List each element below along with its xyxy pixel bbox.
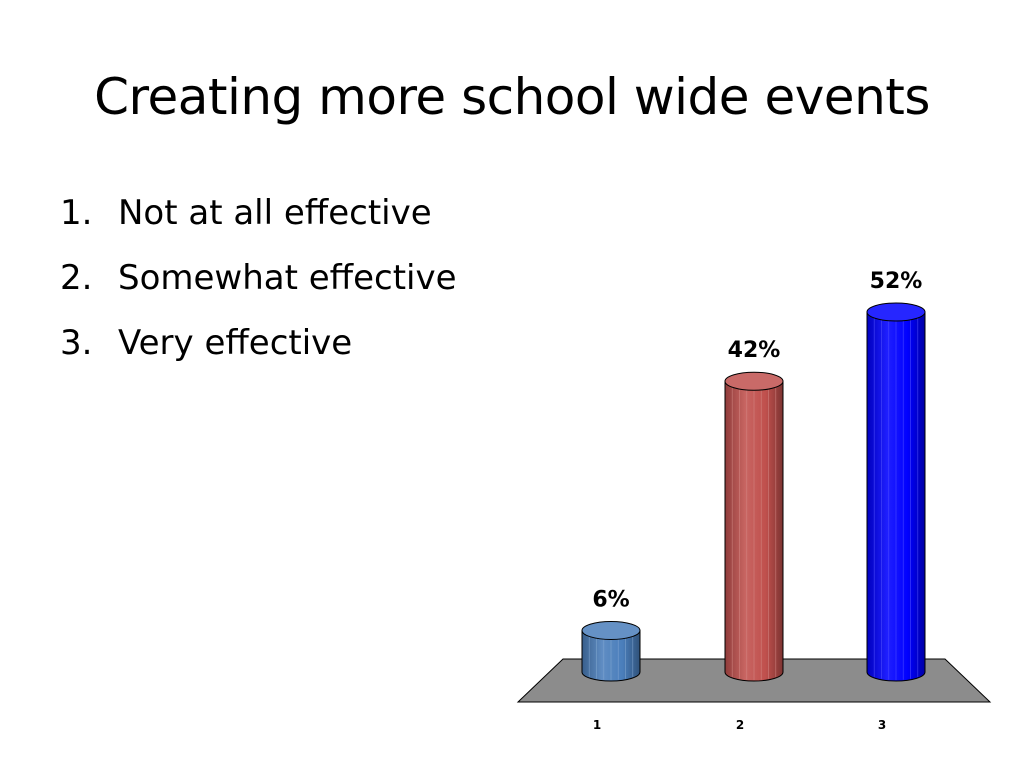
option-number: 3.: [60, 323, 93, 363]
x-tick-label-3: 3: [878, 718, 886, 732]
answer-option: 3. Very effective: [60, 320, 457, 385]
data-label-2: 42%: [728, 338, 781, 363]
x-tick-label-1: 1: [593, 718, 601, 732]
option-number: 2.: [60, 258, 93, 298]
option-label: Somewhat effective: [118, 258, 457, 298]
bar-3: [866, 302, 926, 682]
data-label-3: 52%: [870, 269, 923, 294]
bar-2: [724, 371, 784, 682]
answer-option: 1. Not at all effective: [60, 190, 457, 255]
option-label: Not at all effective: [118, 193, 432, 233]
data-label-1: 6%: [592, 587, 629, 612]
bar-1: [581, 620, 641, 682]
answer-option: 2. Somewhat effective: [60, 255, 457, 320]
slide-title: Creating more school wide events: [94, 68, 930, 126]
option-number: 1.: [60, 193, 93, 233]
answer-options-list: 1. Not at all effective 2. Somewhat effe…: [60, 190, 457, 385]
x-tick-label-2: 2: [736, 718, 744, 732]
option-label: Very effective: [118, 323, 353, 363]
